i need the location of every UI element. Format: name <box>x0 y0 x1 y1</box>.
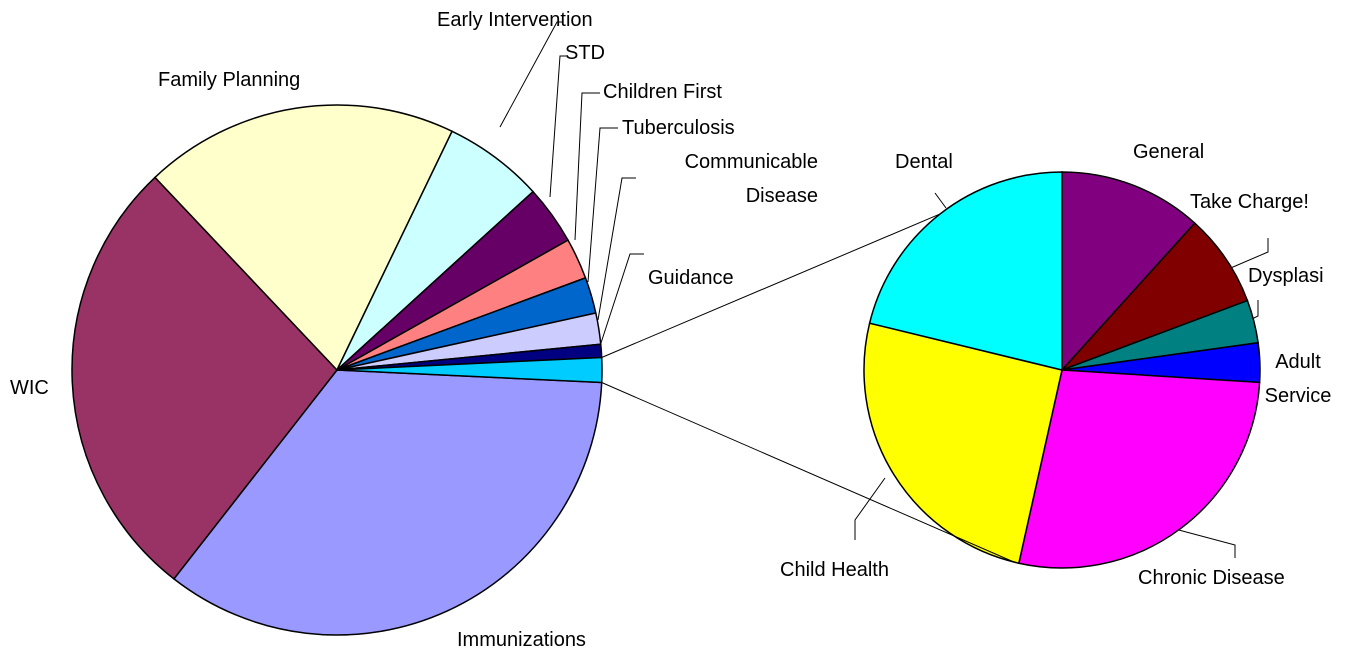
slice-label: STD <box>565 42 605 64</box>
slice-label: Communicable Disease <box>684 151 818 207</box>
slice-label: General <box>1133 141 1205 163</box>
pie-slice <box>153 104 454 372</box>
connector-line <box>601 213 941 358</box>
slice-label: Guidance <box>648 267 734 289</box>
slice-label: Tuberculosis <box>622 117 735 139</box>
slice-label: Dental <box>895 151 953 173</box>
leader-line <box>549 55 566 198</box>
pie-slice <box>1061 222 1249 371</box>
pie-slice <box>71 176 338 580</box>
pie-slice <box>1017 369 1261 569</box>
slice-label: Early Intervention <box>437 9 593 31</box>
leader-line <box>574 92 600 241</box>
leader-lines <box>499 21 1269 558</box>
slice-label: Child Health <box>780 559 889 581</box>
pie-slice <box>863 322 1063 565</box>
leader-line <box>597 177 636 321</box>
slice-label: Family Planning <box>158 69 301 91</box>
leader-line <box>854 477 886 540</box>
leader-line <box>587 127 618 283</box>
leader-line <box>499 21 563 128</box>
pie-slice <box>336 356 603 384</box>
pie-slice <box>1061 171 1196 372</box>
leader-line <box>934 192 947 209</box>
leader-line <box>1159 524 1236 558</box>
connector-line <box>601 382 1015 563</box>
leader-line <box>599 253 644 347</box>
slice-label: WIC <box>10 377 49 399</box>
slice-label: Immunizations <box>457 629 586 651</box>
slice-label: Chronic Disease <box>1138 567 1285 589</box>
slice-label: Children First <box>603 81 722 103</box>
slice-label: Take Charge! <box>1190 191 1309 213</box>
pie-slice <box>172 369 603 636</box>
slice-label: Dysplasi <box>1248 265 1324 287</box>
slice-label: Adult Service <box>1264 351 1332 407</box>
